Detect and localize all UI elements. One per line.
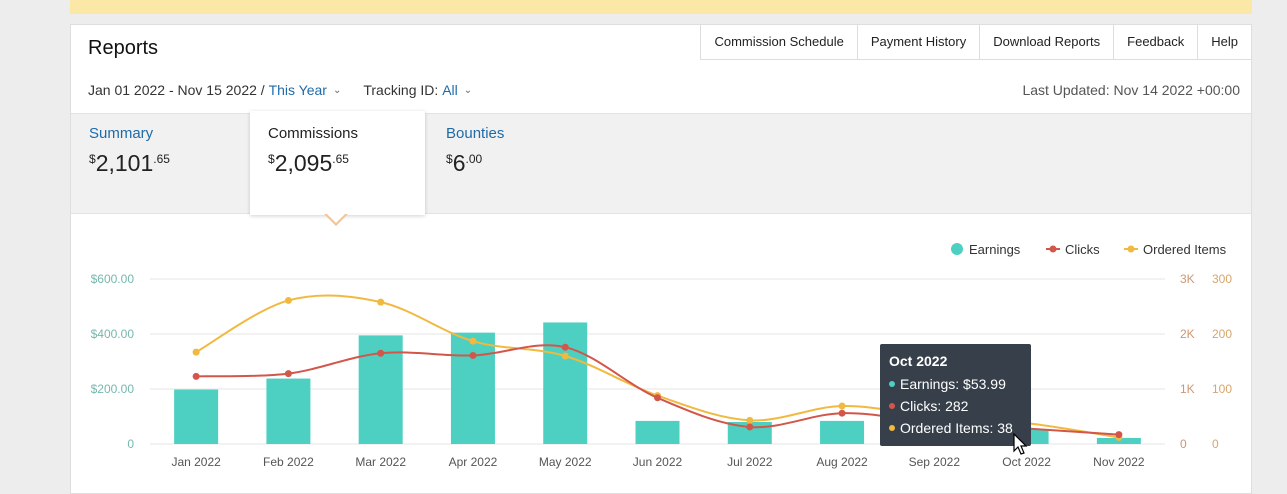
commissions-tab-label: Commissions <box>268 125 359 142</box>
legend-label: Clicks <box>1065 242 1100 257</box>
commissions-tab[interactable]: Commissions $2,095.65 <box>250 111 425 215</box>
items-axis-tick-label: 0 <box>1212 437 1219 451</box>
left-axis-tick-label: $400.00 <box>91 327 135 341</box>
clicks-point <box>561 343 569 351</box>
help-tab[interactable]: Help <box>1211 34 1238 49</box>
x-axis-tick-label: Mar 2022 <box>355 455 406 469</box>
clicks-point <box>377 349 385 357</box>
legend-swatch <box>1049 245 1057 253</box>
earnings-bar <box>635 420 680 444</box>
chevron-down-icon[interactable]: ⌄ <box>332 84 342 96</box>
clicks-point <box>469 351 477 359</box>
left-axis-tick-label: $600.00 <box>91 272 135 286</box>
feedback-tab[interactable]: Feedback <box>1114 25 1199 59</box>
items-axis-tick-label: 300 <box>1212 272 1232 286</box>
page-title: Reports <box>88 37 159 59</box>
clicks-axis-tick-label: 1K <box>1180 382 1195 396</box>
ordered-items-point <box>192 348 200 356</box>
bounties-tab-label: Bounties <box>446 125 505 142</box>
x-axis-tick-label: Aug 2022 <box>816 455 868 469</box>
x-axis-tick-label: May 2022 <box>539 455 592 469</box>
summary-tabs: Summary $2,101.65 Commissions $2,095.65 … <box>71 111 1251 215</box>
x-axis-tick-label: Jul 2022 <box>727 455 773 469</box>
earnings-bar <box>543 322 588 444</box>
date-range-text: Jan 01 2022 - Nov 15 2022 / <box>88 82 265 98</box>
mouse-cursor-icon <box>1013 433 1028 455</box>
items-axis-tick-label: 200 <box>1212 327 1232 341</box>
earnings-bar <box>1096 437 1141 444</box>
tooltip-row-items: Ordered Items: 38 <box>889 417 1022 439</box>
download-reports-tab[interactable]: Download Reports <box>980 25 1115 59</box>
chevron-down-icon[interactable]: ⌄ <box>463 84 473 96</box>
legend-label: Earnings <box>969 242 1021 257</box>
legend-label: Ordered Items <box>1143 242 1227 257</box>
tracking-id-dropdown[interactable]: All <box>442 82 458 98</box>
x-axis-tick-label: Feb 2022 <box>263 455 314 469</box>
active-tab-pointer <box>324 213 348 226</box>
ordered-items-point <box>377 298 385 306</box>
summary-amount: $2,101.65 <box>89 150 170 176</box>
ordered-items-point <box>746 416 754 424</box>
report-nav: Commission Schedule Payment History Down… <box>700 25 1251 60</box>
ordered-items-point <box>838 402 846 410</box>
left-axis-tick-label: $200.00 <box>91 382 135 396</box>
summary-tab-label: Summary <box>89 125 154 142</box>
x-axis-tick-label: Sep 2022 <box>909 455 961 469</box>
clicks-point <box>654 394 661 402</box>
x-axis-tick-label: Apr 2022 <box>449 455 498 469</box>
last-updated-text: Last Updated: Nov 14 2022 +00:00 <box>1022 82 1240 98</box>
tooltip-row-clicks: Clicks: 282 <box>889 395 1022 417</box>
x-axis-tick-label: Jun 2022 <box>633 455 683 469</box>
bounties-tab[interactable]: Bounties $6.00 <box>428 114 598 213</box>
left-axis-tick-label: 0 <box>127 437 134 451</box>
earnings-bar <box>820 420 865 444</box>
clicks-point <box>1115 431 1123 439</box>
clicks-point <box>192 372 200 380</box>
summary-tab[interactable]: Summary $2,101.65 <box>71 114 250 213</box>
commissions-amount: $2,095.65 <box>268 150 349 176</box>
notice-banner <box>70 0 1252 14</box>
bounties-amount: $6.00 <box>446 150 483 176</box>
tooltip-title: Oct 2022 <box>889 353 948 369</box>
legend-swatch <box>951 243 963 255</box>
x-axis-tick-label: Oct 2022 <box>1002 455 1051 469</box>
clicks-point <box>746 423 754 431</box>
legend-swatch <box>1127 245 1135 253</box>
ordered-items-point <box>561 352 569 360</box>
ordered-items-point <box>469 337 477 345</box>
earnings-bar <box>174 389 219 444</box>
items-axis-tick-label: 100 <box>1212 382 1232 396</box>
period-dropdown[interactable]: This Year <box>268 82 327 98</box>
x-axis-tick-label: Jan 2022 <box>171 455 221 469</box>
tracking-id-label: Tracking ID: <box>363 82 439 98</box>
clicks-axis-tick-label: 2K <box>1180 327 1195 341</box>
tooltip-row-earnings: Earnings: $53.99 <box>889 373 1022 395</box>
clicks-axis-tick-label: 0 <box>1180 437 1187 451</box>
filter-bar: Jan 01 2022 - Nov 15 2022 / This Year ⌄ … <box>88 82 494 98</box>
payment-history-tab[interactable]: Payment History <box>858 25 981 59</box>
clicks-point <box>284 370 292 378</box>
clicks-axis-tick-label: 3K <box>1180 272 1195 286</box>
commission-schedule-tab[interactable]: Commission Schedule <box>701 25 858 59</box>
earnings-bar <box>266 378 311 444</box>
clicks-point <box>838 409 846 417</box>
earnings-bar <box>450 332 495 444</box>
x-axis-tick-label: Nov 2022 <box>1093 455 1145 469</box>
ordered-items-point <box>284 296 292 304</box>
chart-tooltip: Oct 2022 Earnings: $53.99 Clicks: 282 Or… <box>880 344 1031 446</box>
